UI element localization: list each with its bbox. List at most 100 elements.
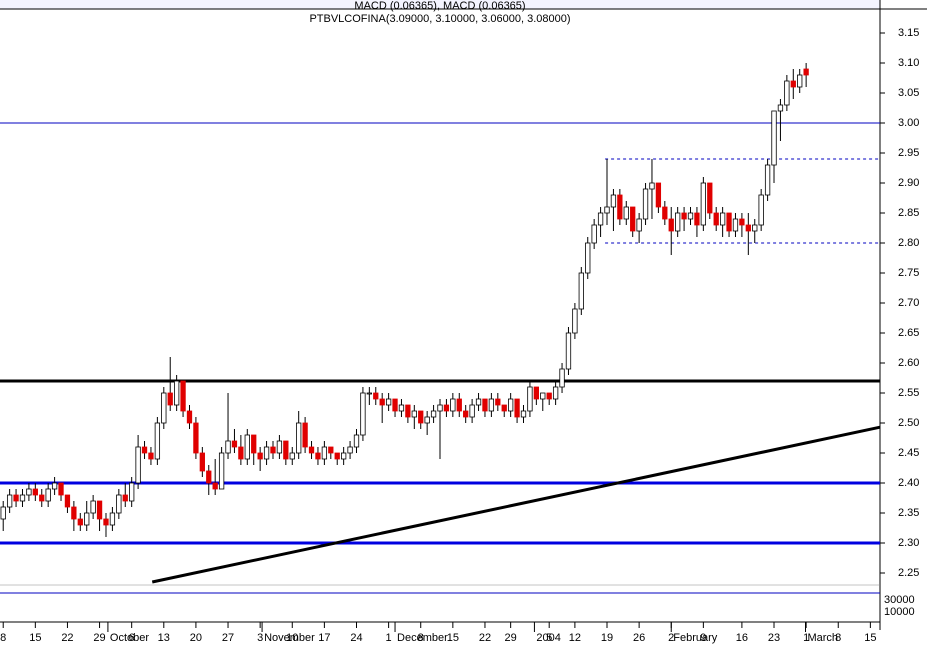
- candle-body: [77, 518, 83, 526]
- candle-body: [405, 404, 411, 418]
- candle-body: [193, 422, 199, 454]
- x-tick-label: 1: [803, 632, 809, 644]
- candle-body: [315, 452, 321, 460]
- candle-body: [58, 482, 64, 496]
- candle-body: [32, 488, 38, 496]
- candle-body: [488, 398, 495, 412]
- candle-body: [546, 392, 552, 400]
- candle-body: [180, 380, 186, 412]
- month-label: 2004: [536, 632, 560, 644]
- candle-body: [296, 422, 302, 454]
- y-tick-label: 2.25: [898, 567, 919, 579]
- candle-body: [392, 398, 398, 412]
- candle-body: [231, 440, 238, 448]
- candle-body: [675, 212, 681, 232]
- candle-body: [681, 212, 687, 220]
- candle-body: [456, 398, 462, 412]
- candle-body: [154, 422, 161, 460]
- macd-label: MACD (0.06365), MACD (0.06365): [354, 0, 525, 12]
- candle-body: [630, 206, 636, 232]
- candle-body: [103, 518, 109, 526]
- candle-body: [90, 500, 96, 514]
- candle-body: [39, 494, 45, 502]
- candle-body: [276, 440, 283, 454]
- candle-body: [719, 212, 726, 226]
- candle-body: [360, 392, 366, 436]
- x-tick-label: 8: [418, 632, 424, 644]
- x-tick-label: 22: [61, 632, 73, 644]
- candle-body: [617, 194, 623, 220]
- trend-line: [151, 425, 881, 584]
- x-tick-label: 15: [447, 632, 459, 644]
- candle-body: [514, 398, 520, 418]
- y-tick-label: 2.70: [898, 297, 919, 309]
- x-tick-label: 16: [736, 632, 748, 644]
- x-tick-label: 27: [222, 632, 234, 644]
- candle-body: [565, 332, 572, 370]
- candle-body: [148, 452, 154, 460]
- candle-body: [540, 392, 546, 400]
- candle-body: [0, 506, 6, 520]
- candle-body: [270, 446, 276, 454]
- y-tick-label: 3.05: [898, 87, 919, 99]
- candle-body: [424, 416, 430, 424]
- x-tick-label: 19: [601, 632, 613, 644]
- candle-body: [552, 386, 559, 400]
- x-tick-label: 23: [768, 632, 780, 644]
- x-tick-label: 24: [350, 632, 362, 644]
- candle-body: [475, 398, 482, 406]
- candle-body: [655, 182, 662, 208]
- candle-body: [707, 182, 713, 214]
- candle-body: [463, 410, 469, 418]
- candle-body: [469, 404, 475, 418]
- candle-body: [443, 404, 450, 412]
- candle-body: [450, 398, 456, 412]
- x-tick-label: 9: [700, 632, 706, 644]
- candle-body: [161, 392, 167, 424]
- candle-body: [244, 434, 250, 460]
- indicator-label: 30000: [884, 594, 915, 606]
- y-tick-label: 2.60: [898, 357, 919, 369]
- candle-body: [418, 410, 424, 424]
- candle-body: [739, 218, 745, 226]
- candle-body: [341, 452, 347, 460]
- candle-body: [508, 398, 514, 412]
- candle-body: [559, 368, 565, 388]
- candle-body: [623, 206, 629, 220]
- candle-body: [758, 194, 764, 226]
- candle-body: [257, 452, 263, 460]
- candle-body: [225, 440, 231, 454]
- y-tick-label: 2.35: [898, 507, 919, 519]
- candle-body: [437, 404, 443, 412]
- month-label: December: [397, 632, 448, 644]
- candle-body: [84, 512, 90, 526]
- candle-body: [585, 242, 591, 274]
- candle-body: [745, 224, 751, 232]
- candle-body: [289, 452, 295, 460]
- candle-body: [116, 494, 122, 514]
- candle-body: [328, 446, 334, 454]
- candle-body: [520, 410, 527, 418]
- month-label: October: [110, 632, 149, 644]
- candle-body: [604, 206, 610, 214]
- candle-body: [218, 452, 225, 490]
- candle-body: [302, 422, 308, 448]
- y-tick-label: 2.95: [898, 147, 919, 159]
- candle-body: [167, 392, 173, 406]
- candle-body: [764, 164, 771, 196]
- candle-body: [366, 392, 372, 395]
- candle-body: [398, 404, 405, 412]
- candle-body: [141, 446, 148, 454]
- candle-body: [109, 512, 116, 526]
- x-tick-label: 8: [0, 632, 6, 644]
- candle-body: [411, 410, 417, 418]
- candle-body: [173, 380, 180, 406]
- candle-body: [694, 212, 700, 226]
- candle-body: [501, 404, 507, 412]
- y-tick-label: 2.30: [898, 537, 919, 549]
- x-tick-label: 12: [569, 632, 581, 644]
- x-tick-label: 1: [386, 632, 392, 644]
- month-label: February: [673, 632, 718, 644]
- candle-body: [777, 104, 784, 112]
- candle-body: [238, 446, 244, 460]
